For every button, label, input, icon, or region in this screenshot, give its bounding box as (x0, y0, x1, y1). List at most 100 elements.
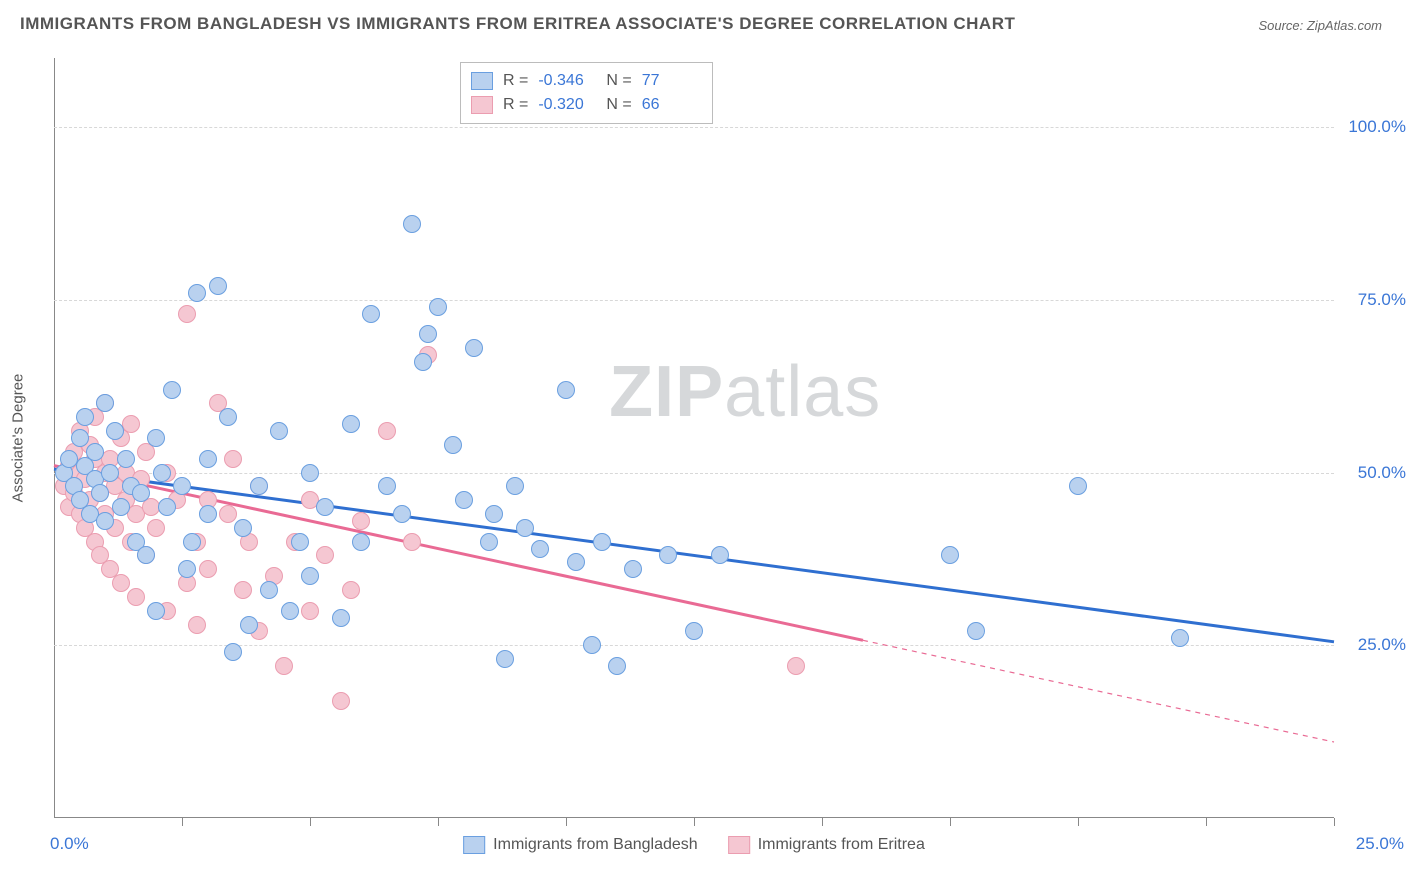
scatter-point-bangladesh (465, 339, 483, 357)
chart-title: IMMIGRANTS FROM BANGLADESH VS IMMIGRANTS… (20, 14, 1015, 34)
scatter-point-bangladesh (685, 622, 703, 640)
stat-n-bangladesh: 77 (642, 69, 700, 93)
x-tick (822, 818, 823, 826)
stat-r-label: R = (503, 69, 528, 93)
scatter-point-bangladesh (112, 498, 130, 516)
swatch-eritrea (471, 96, 493, 114)
x-tick (694, 818, 695, 826)
swatch-bangladesh (463, 836, 485, 854)
swatch-bangladesh (471, 72, 493, 90)
stats-row-bangladesh: R = -0.346 N = 77 (471, 69, 700, 93)
scatter-point-bangladesh (91, 484, 109, 502)
stats-row-eritrea: R = -0.320 N = 66 (471, 93, 700, 117)
x-tick (1206, 818, 1207, 826)
scatter-point-bangladesh (711, 546, 729, 564)
scatter-point-bangladesh (158, 498, 176, 516)
scatter-point-bangladesh (240, 616, 258, 634)
swatch-eritrea (728, 836, 750, 854)
chart-plot-area: 25.0%50.0%75.0%100.0% Associate's Degree… (54, 58, 1334, 818)
scatter-point-bangladesh (531, 540, 549, 558)
scatter-point-eritrea (224, 450, 242, 468)
scatter-point-bangladesh (183, 533, 201, 551)
scatter-point-bangladesh (147, 602, 165, 620)
scatter-point-eritrea (127, 588, 145, 606)
scatter-point-bangladesh (137, 546, 155, 564)
scatter-point-eritrea (342, 581, 360, 599)
scatter-point-bangladesh (224, 643, 242, 661)
scatter-point-bangladesh (96, 394, 114, 412)
scatter-point-bangladesh (659, 546, 677, 564)
x-tick (438, 818, 439, 826)
scatter-point-bangladesh (86, 443, 104, 461)
scatter-point-bangladesh (219, 408, 237, 426)
bottom-legend: Immigrants from Bangladesh Immigrants fr… (463, 836, 925, 854)
scatter-point-bangladesh (485, 505, 503, 523)
x-tick (950, 818, 951, 826)
scatter-point-bangladesh (234, 519, 252, 537)
trend-line-dashed-eritrea (863, 640, 1334, 742)
scatter-point-bangladesh (163, 381, 181, 399)
scatter-point-eritrea (378, 422, 396, 440)
scatter-point-bangladesh (96, 512, 114, 530)
y-tick-label: 50.0% (1358, 463, 1406, 483)
y-tick-label: 25.0% (1358, 635, 1406, 655)
legend-label-eritrea: Immigrants from Eritrea (758, 836, 925, 854)
scatter-point-eritrea (301, 602, 319, 620)
scatter-point-bangladesh (291, 533, 309, 551)
scatter-point-bangladesh (378, 477, 396, 495)
scatter-point-bangladesh (593, 533, 611, 551)
scatter-point-bangladesh (147, 429, 165, 447)
legend-item-bangladesh: Immigrants from Bangladesh (463, 836, 698, 854)
stats-legend-box: R = -0.346 N = 77 R = -0.320 N = 66 (460, 62, 713, 124)
scatter-point-bangladesh (516, 519, 534, 537)
scatter-point-bangladesh (941, 546, 959, 564)
scatter-point-bangladesh (250, 477, 268, 495)
scatter-point-bangladesh (1171, 629, 1189, 647)
x-tick (182, 818, 183, 826)
scatter-point-bangladesh (403, 215, 421, 233)
scatter-point-bangladesh (71, 429, 89, 447)
source-attribution: Source: ZipAtlas.com (1258, 18, 1382, 33)
x-axis-max-label: 25.0% (1356, 834, 1404, 854)
scatter-point-eritrea (352, 512, 370, 530)
scatter-point-bangladesh (455, 491, 473, 509)
scatter-point-bangladesh (429, 298, 447, 316)
scatter-point-eritrea (122, 415, 140, 433)
x-tick (566, 818, 567, 826)
scatter-point-bangladesh (209, 277, 227, 295)
scatter-point-eritrea (332, 692, 350, 710)
scatter-point-bangladesh (188, 284, 206, 302)
scatter-point-eritrea (178, 305, 196, 323)
y-axis-title: Associate's Degree (10, 374, 27, 503)
scatter-point-bangladesh (608, 657, 626, 675)
scatter-point-bangladesh (624, 560, 642, 578)
scatter-point-bangladesh (281, 602, 299, 620)
scatter-point-bangladesh (583, 636, 601, 654)
scatter-point-bangladesh (1069, 477, 1087, 495)
scatter-point-bangladesh (352, 533, 370, 551)
scatter-point-bangladesh (362, 305, 380, 323)
trend-lines (54, 58, 1334, 818)
stat-r-label: R = (503, 93, 528, 117)
stat-r-eritrea: -0.320 (538, 93, 596, 117)
scatter-point-bangladesh (480, 533, 498, 551)
scatter-point-bangladesh (76, 408, 94, 426)
scatter-point-eritrea (112, 574, 130, 592)
scatter-point-eritrea (234, 581, 252, 599)
scatter-point-bangladesh (173, 477, 191, 495)
x-tick (1078, 818, 1079, 826)
x-tick (310, 818, 311, 826)
scatter-point-eritrea (316, 546, 334, 564)
scatter-point-bangladesh (316, 498, 334, 516)
scatter-point-bangladesh (496, 650, 514, 668)
scatter-point-eritrea (188, 616, 206, 634)
stat-r-bangladesh: -0.346 (538, 69, 596, 93)
scatter-point-bangladesh (301, 567, 319, 585)
scatter-point-bangladesh (393, 505, 411, 523)
y-tick-label: 100.0% (1348, 117, 1406, 137)
scatter-point-bangladesh (557, 381, 575, 399)
scatter-point-bangladesh (132, 484, 150, 502)
scatter-point-bangladesh (444, 436, 462, 454)
stat-n-label: N = (606, 69, 631, 93)
scatter-point-bangladesh (419, 325, 437, 343)
